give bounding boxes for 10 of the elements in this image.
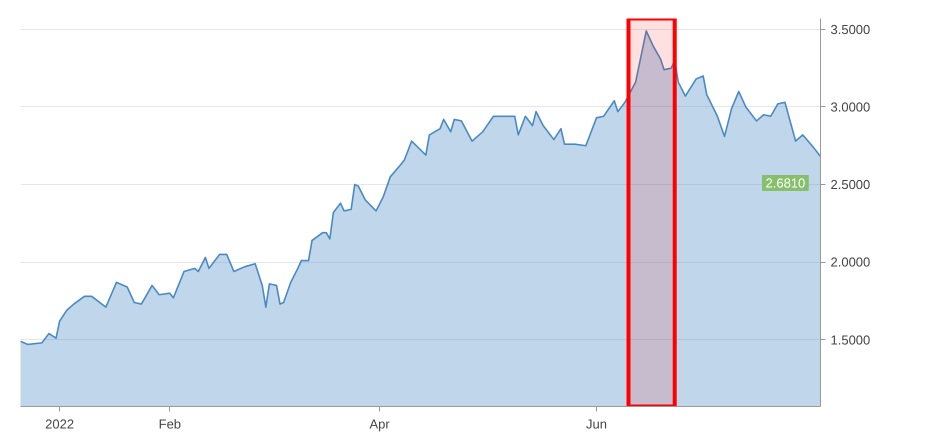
- y-tick-label: 1.5000: [830, 332, 870, 348]
- y-tick-label: 2.0000: [830, 254, 870, 270]
- y-tick-label: 2.5000: [830, 177, 870, 192]
- annotation: 2.6810: [766, 175, 806, 190]
- x-tick-label: Apr: [369, 416, 390, 432]
- x-tick-label: Jun: [586, 416, 607, 432]
- y-tick-label: 3.5000: [830, 22, 870, 37]
- y-tick-label: 3.0000: [830, 99, 870, 114]
- x-tick-label: 2022: [45, 416, 74, 432]
- x-tick-label: Feb: [158, 416, 182, 432]
